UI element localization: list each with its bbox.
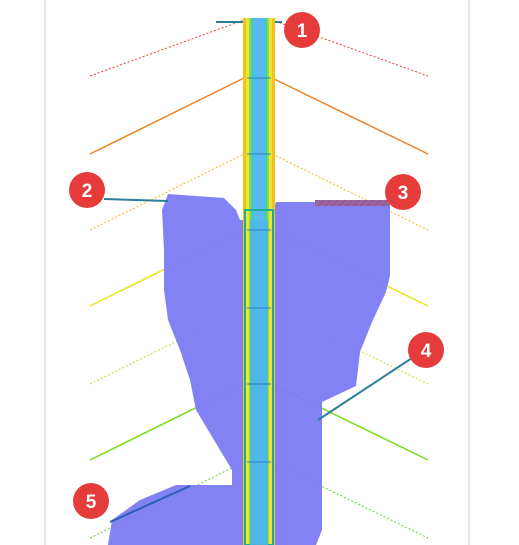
callout-2[interactable]: 2 <box>69 172 105 208</box>
shaft-lower-core <box>250 220 268 545</box>
contour-line-red <box>89 19 245 77</box>
contour-line-orange-right <box>271 77 429 155</box>
callout-label: 4 <box>421 341 432 362</box>
contour-line-orange <box>89 77 245 155</box>
leader-line-4 <box>317 357 413 421</box>
callout-3[interactable]: 3 <box>385 174 421 210</box>
callout-label: 2 <box>82 181 93 202</box>
callout-1[interactable]: 1 <box>284 12 320 48</box>
callout-badge <box>408 332 444 368</box>
leader-lines <box>103 198 413 523</box>
leader-line-2 <box>103 198 169 202</box>
callout-badge <box>69 172 105 208</box>
callout-5[interactable]: 5 <box>73 483 109 519</box>
callout-label: 3 <box>398 183 409 204</box>
hatched-marker <box>315 200 389 206</box>
contour-line-amber <box>89 153 245 231</box>
leader-line-5 <box>109 485 191 523</box>
callout-badge <box>73 483 109 519</box>
contour-line-amber-right <box>271 153 429 231</box>
shaft-lower-sleeve <box>244 209 274 545</box>
contour-line-lime <box>89 307 245 385</box>
callout-label: 1 <box>297 21 308 42</box>
callout-badge <box>385 174 421 210</box>
callout-badge <box>284 12 320 48</box>
callout-label: 5 <box>86 492 97 513</box>
callout-4[interactable]: 4 <box>408 332 444 368</box>
central-shaft <box>243 18 275 545</box>
